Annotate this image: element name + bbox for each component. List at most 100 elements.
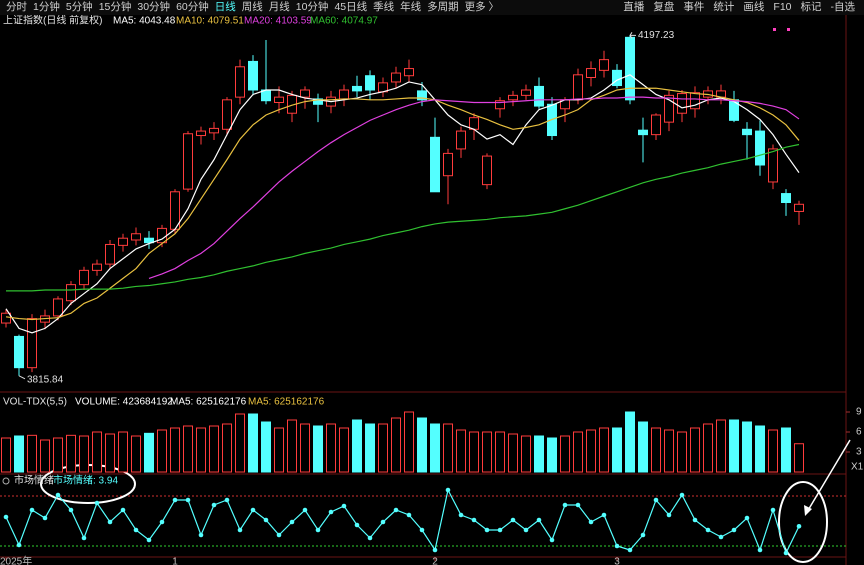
toolbar-tab[interactable]: 多周期 <box>427 1 459 13</box>
candle-body <box>313 98 323 105</box>
volume-bar <box>547 437 557 473</box>
sentiment-point <box>276 532 282 538</box>
sentiment-point <box>133 527 139 533</box>
toolbar-tab[interactable]: 更多 〉 <box>464 1 500 13</box>
sentiment-point <box>94 500 100 506</box>
toolbar-tool[interactable]: 直播 <box>623 1 645 13</box>
candle-body <box>794 203 804 212</box>
candle-body <box>625 36 635 101</box>
sentiment-line <box>5 488 800 555</box>
candle-body <box>781 193 791 203</box>
candle-body <box>755 130 765 166</box>
toolbar-tool[interactable]: 统计 <box>713 1 735 13</box>
toolbar-tool[interactable]: 标记 <box>800 1 822 13</box>
volume-bar <box>495 431 505 473</box>
sentiment-point <box>302 507 308 513</box>
candle-body <box>183 133 193 190</box>
legend-item: MA5: 625162176 <box>248 397 325 408</box>
toolbar-tab[interactable]: 5分钟 <box>65 1 93 13</box>
toolbar-tool[interactable]: -自选 <box>830 1 856 13</box>
sentiment-point <box>263 517 269 523</box>
volume-bar <box>690 427 700 473</box>
volume-bar <box>521 435 531 473</box>
volume-bar <box>378 423 388 473</box>
toolbar-tab[interactable]: 10分钟 <box>295 1 329 13</box>
sentiment-point <box>354 522 360 528</box>
sentiment-point <box>81 535 87 541</box>
candle-body <box>404 68 414 77</box>
legend-item: MA10: 4079.51 <box>176 16 244 27</box>
volume-bar <box>183 425 193 473</box>
candle-body <box>443 152 453 177</box>
sentiment-point <box>627 547 633 553</box>
candle-body <box>300 89 310 98</box>
toolbar-tab[interactable]: 季线 <box>373 1 395 13</box>
candle-body <box>1 312 11 324</box>
sentiment-point <box>55 492 61 498</box>
volume-bar <box>196 427 206 473</box>
sentiment-point <box>718 534 724 540</box>
volume-bar <box>508 433 518 473</box>
toolbar-tab[interactable]: 15分钟 <box>98 1 132 13</box>
volume-bar <box>482 431 492 473</box>
volume-bar <box>300 423 310 473</box>
sentiment-point <box>198 532 204 538</box>
sentiment-point <box>328 509 334 515</box>
candle-body <box>391 72 401 83</box>
toolbar-tool[interactable]: 复盘 <box>653 1 675 13</box>
volume-bar <box>638 421 648 473</box>
toolbar-tab[interactable]: 45日线 <box>334 1 368 13</box>
candle-body <box>469 117 479 130</box>
volume-bar <box>222 423 232 473</box>
volume-bar <box>677 431 687 473</box>
toolbar-tab[interactable]: 周线 <box>241 1 263 13</box>
candle-body <box>339 89 349 100</box>
sentiment-point <box>705 527 711 533</box>
highlight-ellipse <box>778 481 828 563</box>
toolbar-tab[interactable]: 30分钟 <box>137 1 171 13</box>
legend-item: MA5: 4043.48 <box>113 16 176 27</box>
ma-line <box>6 143 800 292</box>
volume-bar <box>703 423 713 473</box>
marker-dot <box>773 28 776 31</box>
toolbar-tool[interactable]: 事件 <box>683 1 705 13</box>
marker-dot <box>787 28 790 31</box>
toolbar-tab[interactable]: 日线 <box>214 1 236 13</box>
y-tick-label: 3 <box>856 447 862 458</box>
volume-bar <box>469 431 479 473</box>
sentiment-point <box>484 527 490 533</box>
x-tick-label: 3 <box>614 557 620 565</box>
candle-body <box>417 90 427 101</box>
volume-bar <box>118 431 128 473</box>
candle-body <box>742 128 752 136</box>
volume-bar <box>586 429 596 473</box>
sentiment-point <box>159 519 165 525</box>
toolbar-tab[interactable]: 年线 <box>400 1 422 13</box>
chart-title: VOL-TDX(5,5) <box>3 397 67 408</box>
toolbar-tab[interactable]: 60分钟 <box>176 1 209 13</box>
annotation-leader <box>629 32 636 39</box>
toolbar-tool[interactable]: 画线 <box>743 1 765 13</box>
volume-bar <box>274 427 284 473</box>
volume-bar <box>53 437 63 473</box>
chart-title: 上证指数(日线 前复权) <box>3 14 102 27</box>
toolbar-tool[interactable]: F10 <box>773 1 792 13</box>
sentiment-point <box>653 497 659 503</box>
candle-body <box>131 233 141 241</box>
toolbar-tab[interactable]: 1分钟 <box>33 1 60 13</box>
sentiment-point <box>510 517 516 523</box>
sentiment-point <box>783 550 789 556</box>
volume-bar <box>1 437 11 473</box>
sentiment-point <box>731 527 737 533</box>
toolbar-tab[interactable]: 月线 <box>268 1 290 13</box>
sentiment-point <box>406 512 412 518</box>
sentiment-point <box>536 517 542 523</box>
volume-bar <box>456 429 466 473</box>
sentiment-point <box>588 519 594 525</box>
volume-bar <box>27 434 37 473</box>
toolbar-tab[interactable]: 分时 <box>6 1 27 13</box>
candle-body <box>66 284 76 302</box>
sentiment-point <box>289 519 295 525</box>
volume-bar <box>92 431 102 473</box>
sentiment-point <box>42 515 48 521</box>
